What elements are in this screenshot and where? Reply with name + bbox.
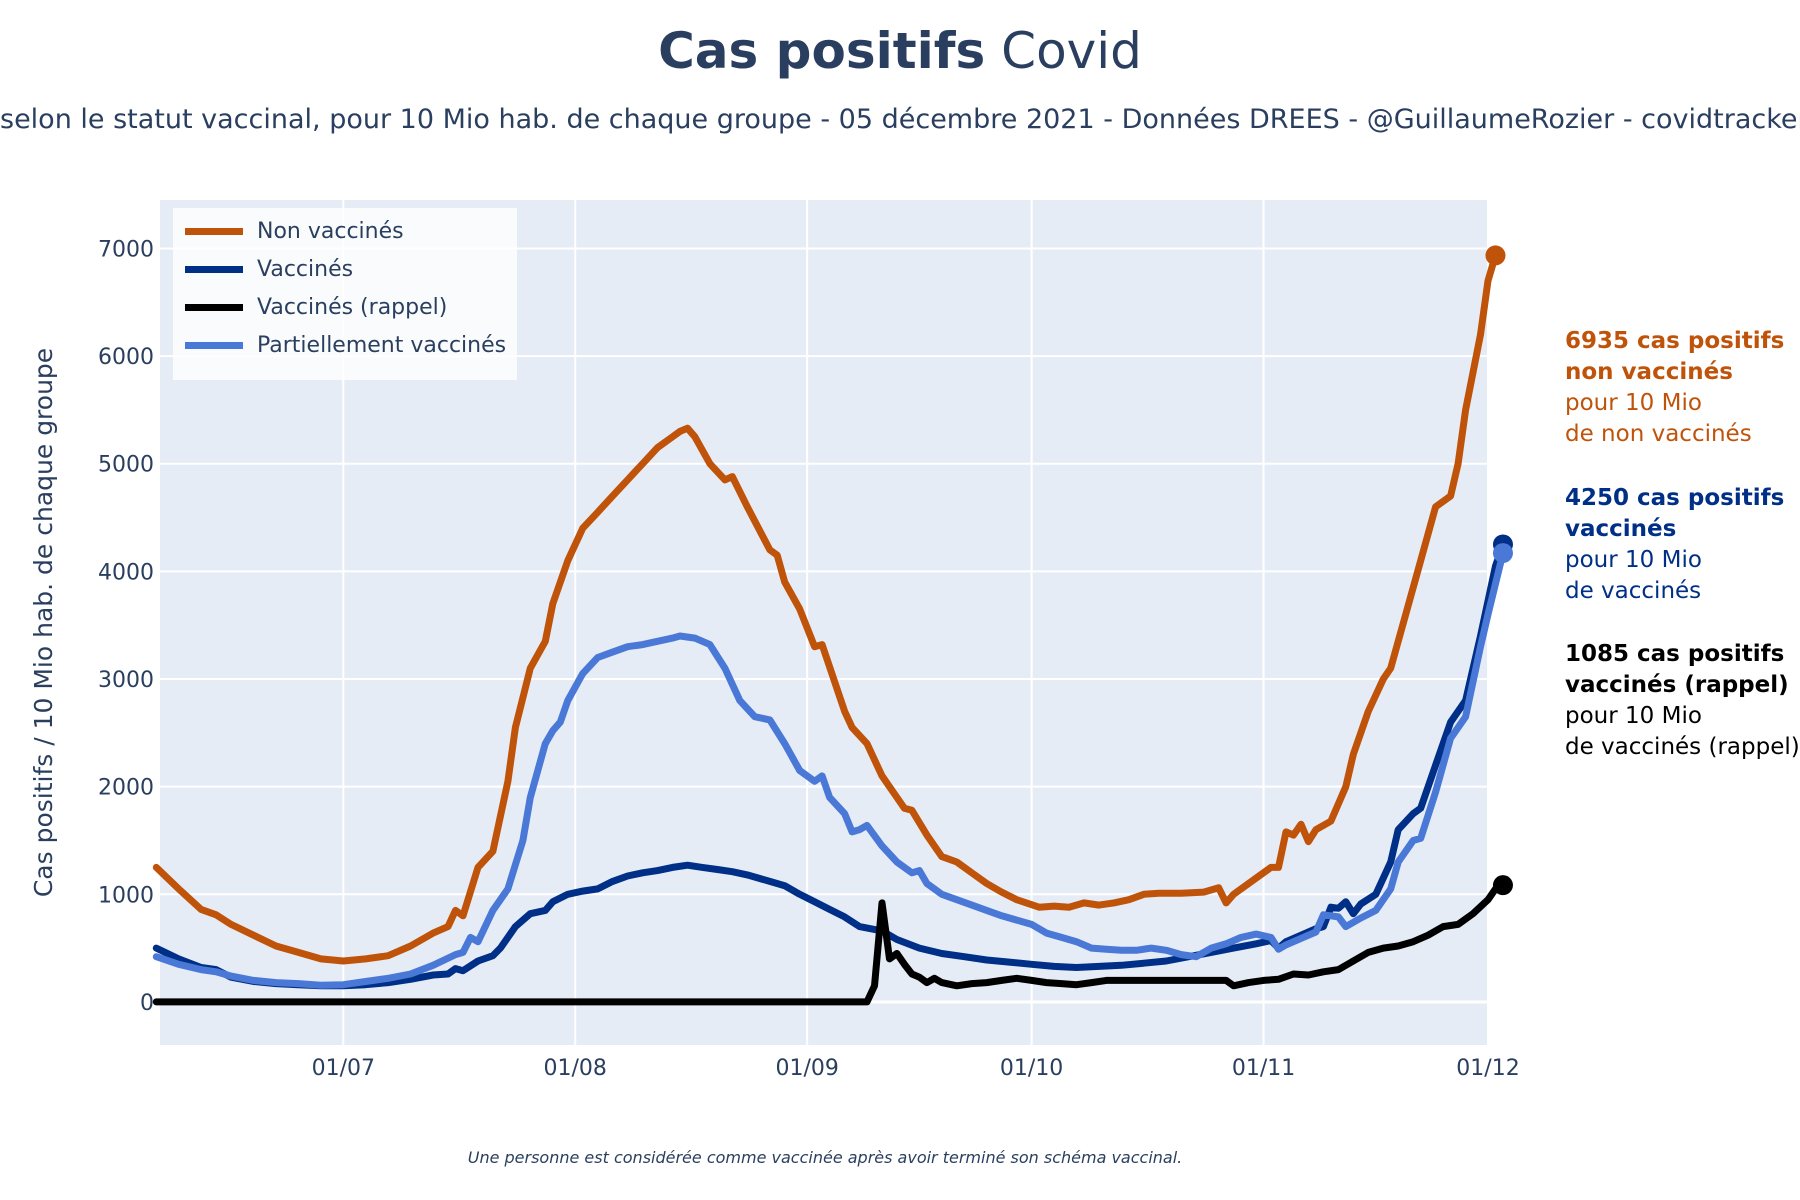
- series-line-0: [152, 251, 1499, 965]
- annotation-bold-line: vaccinés: [1565, 516, 1677, 542]
- annotation-vaccines: 4250 cas positifs vaccinés pour 10 Mio d…: [1565, 483, 1784, 607]
- series-lines: [152, 245, 1513, 1006]
- series-line-1: [152, 541, 1507, 990]
- annotation-vaccines-rappel: 1085 cas positifs vaccinés (rappel) pour…: [1565, 639, 1800, 763]
- legend[interactable]: Non vaccinés Vaccinés Vaccinés (rappel) …: [173, 208, 517, 380]
- legend-label: Vaccinés (rappel): [257, 294, 448, 320]
- y-tick-label: 3000: [98, 668, 154, 693]
- series-line-2: [152, 881, 1507, 1006]
- annotation-bold-line: 1085 cas positifs: [1565, 641, 1785, 667]
- series-end-point-0: [1485, 245, 1506, 266]
- y-axis-label: Cas positifs / 10 Mio hab. de chaque gro…: [29, 348, 58, 897]
- annotation-line: pour 10 Mio: [1565, 390, 1702, 416]
- chart-title-bold: Cas positifs: [658, 22, 986, 80]
- legend-item-vaccines[interactable]: Vaccinés: [185, 252, 353, 286]
- legend-label: Non vaccinés: [257, 218, 404, 244]
- legend-swatch: [185, 341, 243, 349]
- x-tick-label: 01/08: [544, 1056, 607, 1081]
- legend-item-vaccines-rappel[interactable]: Vaccinés (rappel): [185, 290, 447, 324]
- y-tick-label: 2000: [98, 776, 154, 801]
- legend-label: Vaccinés: [257, 256, 354, 282]
- series-end-point-3: [1492, 543, 1513, 564]
- x-axis-ticks: 01/07 01/08 01/09 01/10 01/11 01/12: [312, 1056, 1520, 1081]
- chart-subtitle: selon le statut vaccinal, pour 10 Mio ha…: [0, 104, 1800, 135]
- x-tick-label: 01/11: [1232, 1056, 1295, 1081]
- x-tick-label: 01/09: [775, 1056, 838, 1081]
- legend-item-non-vaccines[interactable]: Non vaccinés: [185, 214, 404, 248]
- annotation-non-vaccines: 6935 cas positifs non vaccinés pour 10 M…: [1565, 326, 1784, 450]
- annotation-bold-line: vaccinés (rappel): [1565, 672, 1789, 698]
- x-tick-label: 01/10: [1000, 1056, 1063, 1081]
- x-tick-label: 01/12: [1456, 1056, 1519, 1081]
- y-tick-label: 0: [140, 991, 154, 1016]
- legend-item-partiellement-vaccines[interactable]: Partiellement vaccinés: [185, 328, 506, 362]
- y-tick-label: 6000: [98, 345, 154, 370]
- chart-title: Cas positifs Covid: [0, 22, 1800, 80]
- legend-label: Partiellement vaccinés: [257, 332, 507, 358]
- annotation-line: pour 10 Mio: [1565, 703, 1702, 729]
- annotation-bold-line: 6935 cas positifs: [1565, 328, 1785, 354]
- series-line-3: [152, 549, 1507, 989]
- legend-swatch: [185, 227, 243, 235]
- legend-swatch: [185, 303, 243, 311]
- y-axis-ticks: 0 1000 2000 3000 4000 5000 6000 7000: [98, 237, 154, 1016]
- annotation-line: pour 10 Mio: [1565, 547, 1702, 573]
- x-tick-label: 01/07: [312, 1056, 375, 1081]
- annotation-line: de non vaccinés: [1565, 421, 1752, 447]
- series-end-point-2: [1492, 875, 1513, 896]
- y-tick-label: 4000: [98, 560, 154, 585]
- y-tick-label: 5000: [98, 453, 154, 478]
- annotation-line: de vaccinés: [1565, 578, 1702, 604]
- annotation-bold-line: 4250 cas positifs: [1565, 485, 1785, 511]
- footnote: Une personne est considérée comme vaccin…: [467, 1148, 1183, 1167]
- y-tick-label: 7000: [98, 237, 154, 262]
- annotation-bold-line: non vaccinés: [1565, 359, 1733, 385]
- legend-swatch: [185, 265, 243, 273]
- chart-title-rest: Covid: [985, 22, 1142, 80]
- y-tick-label: 1000: [98, 883, 154, 908]
- annotation-line: de vaccinés (rappel): [1565, 734, 1800, 760]
